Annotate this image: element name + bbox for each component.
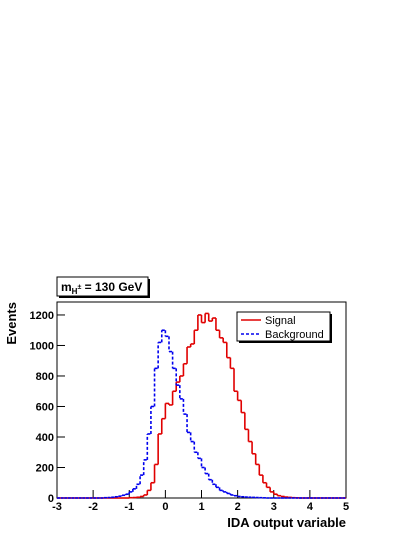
annotation-superscript: ± — [77, 284, 81, 291]
x-tick-label: 1 — [198, 501, 204, 513]
x-tick-label: 4 — [307, 501, 314, 513]
x-tick-label: -1 — [124, 501, 134, 513]
x-tick-label: 5 — [343, 501, 349, 513]
x-tick-label: 3 — [271, 501, 277, 513]
legend-label: Signal — [265, 315, 296, 327]
annotation: mH± = 130 GeV — [61, 280, 142, 296]
annotation-text: m — [61, 280, 72, 294]
y-tick-label: 1000 — [30, 340, 54, 352]
legend-label: Background — [265, 329, 324, 341]
y-axis-label: Events — [4, 302, 19, 345]
legend: Signal Background — [236, 311, 332, 343]
x-tick-label: -3 — [52, 501, 62, 513]
annotation-frame — [56, 276, 149, 297]
y-tick-label: 0 — [48, 493, 54, 505]
x-tick-label: 2 — [235, 501, 241, 513]
legend-frame — [236, 311, 331, 342]
annotation-subscript: H — [72, 287, 78, 296]
y-tick-label: 800 — [36, 371, 54, 383]
histogram-riser — [103, 330, 268, 498]
annotation-suffix: = 130 GeV — [81, 280, 142, 294]
annotation-box: mH± = 130 GeV — [56, 276, 150, 298]
histogram-riser — [128, 313, 300, 498]
x-tick-label: -2 — [88, 501, 98, 513]
x-axis-label: IDA output variable — [227, 515, 346, 530]
y-tick-label: 400 — [36, 432, 54, 444]
x-tick-label: 0 — [162, 501, 168, 513]
y-tick-label: 600 — [36, 401, 54, 413]
histogram-series — [57, 329, 346, 499]
y-tick-label: 200 — [36, 462, 54, 474]
y-tick-label: 1200 — [30, 310, 54, 322]
